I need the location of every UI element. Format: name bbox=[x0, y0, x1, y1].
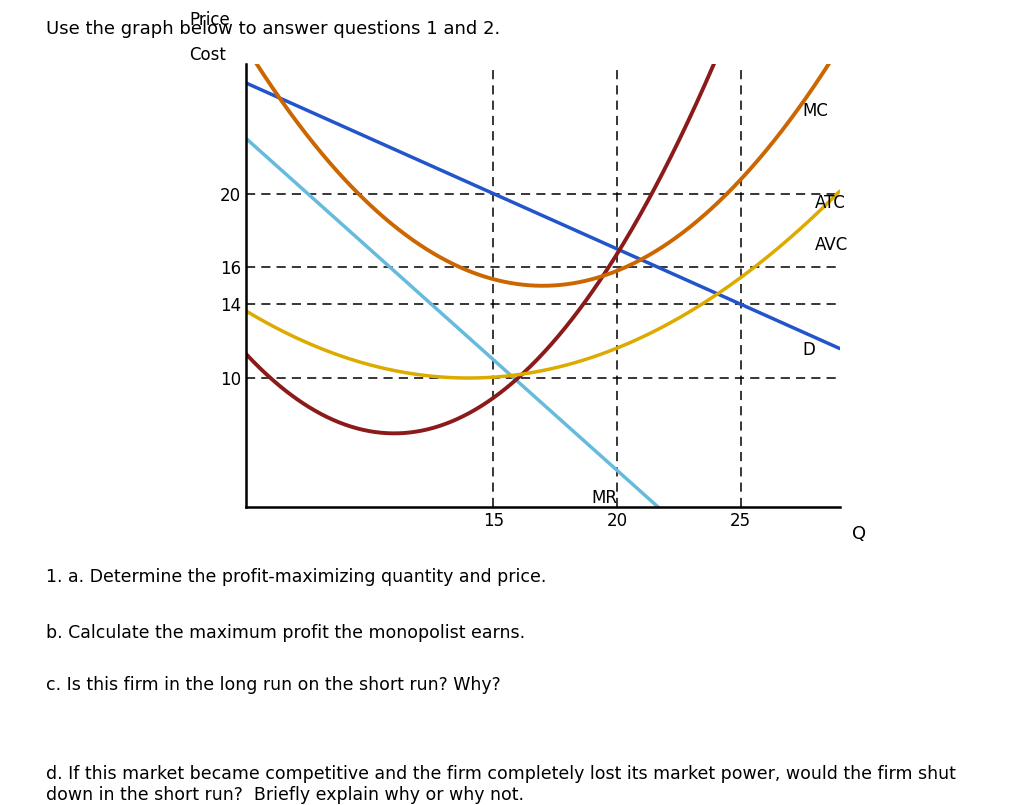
Text: 1. a. Determine the profit-maximizing quantity and price.: 1. a. Determine the profit-maximizing qu… bbox=[46, 568, 547, 585]
Text: MC: MC bbox=[803, 101, 828, 119]
Text: b. Calculate the maximum profit the monopolist earns.: b. Calculate the maximum profit the mono… bbox=[46, 624, 525, 642]
Text: Price: Price bbox=[189, 11, 230, 29]
Text: Q: Q bbox=[852, 525, 865, 543]
Text: c. Is this firm in the long run on the short run? Why?: c. Is this firm in the long run on the s… bbox=[46, 676, 501, 694]
Text: d. If this market became competitive and the firm completely lost its market pow: d. If this market became competitive and… bbox=[46, 765, 956, 803]
Text: AVC: AVC bbox=[815, 236, 848, 254]
Text: Use the graph below to answer questions 1 and 2.: Use the graph below to answer questions … bbox=[46, 20, 501, 38]
Text: D: D bbox=[803, 341, 815, 359]
Text: ATC: ATC bbox=[815, 194, 846, 212]
Text: MR: MR bbox=[592, 489, 617, 506]
Text: Cost: Cost bbox=[189, 47, 226, 64]
